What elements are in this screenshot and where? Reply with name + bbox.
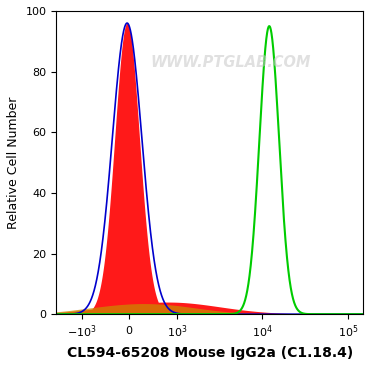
Text: WWW.PTGLAB.COM: WWW.PTGLAB.COM (151, 55, 311, 70)
X-axis label: CL594-65208 Mouse IgG2a (C1.18.4): CL594-65208 Mouse IgG2a (C1.18.4) (67, 346, 353, 360)
Y-axis label: Relative Cell Number: Relative Cell Number (7, 97, 20, 229)
